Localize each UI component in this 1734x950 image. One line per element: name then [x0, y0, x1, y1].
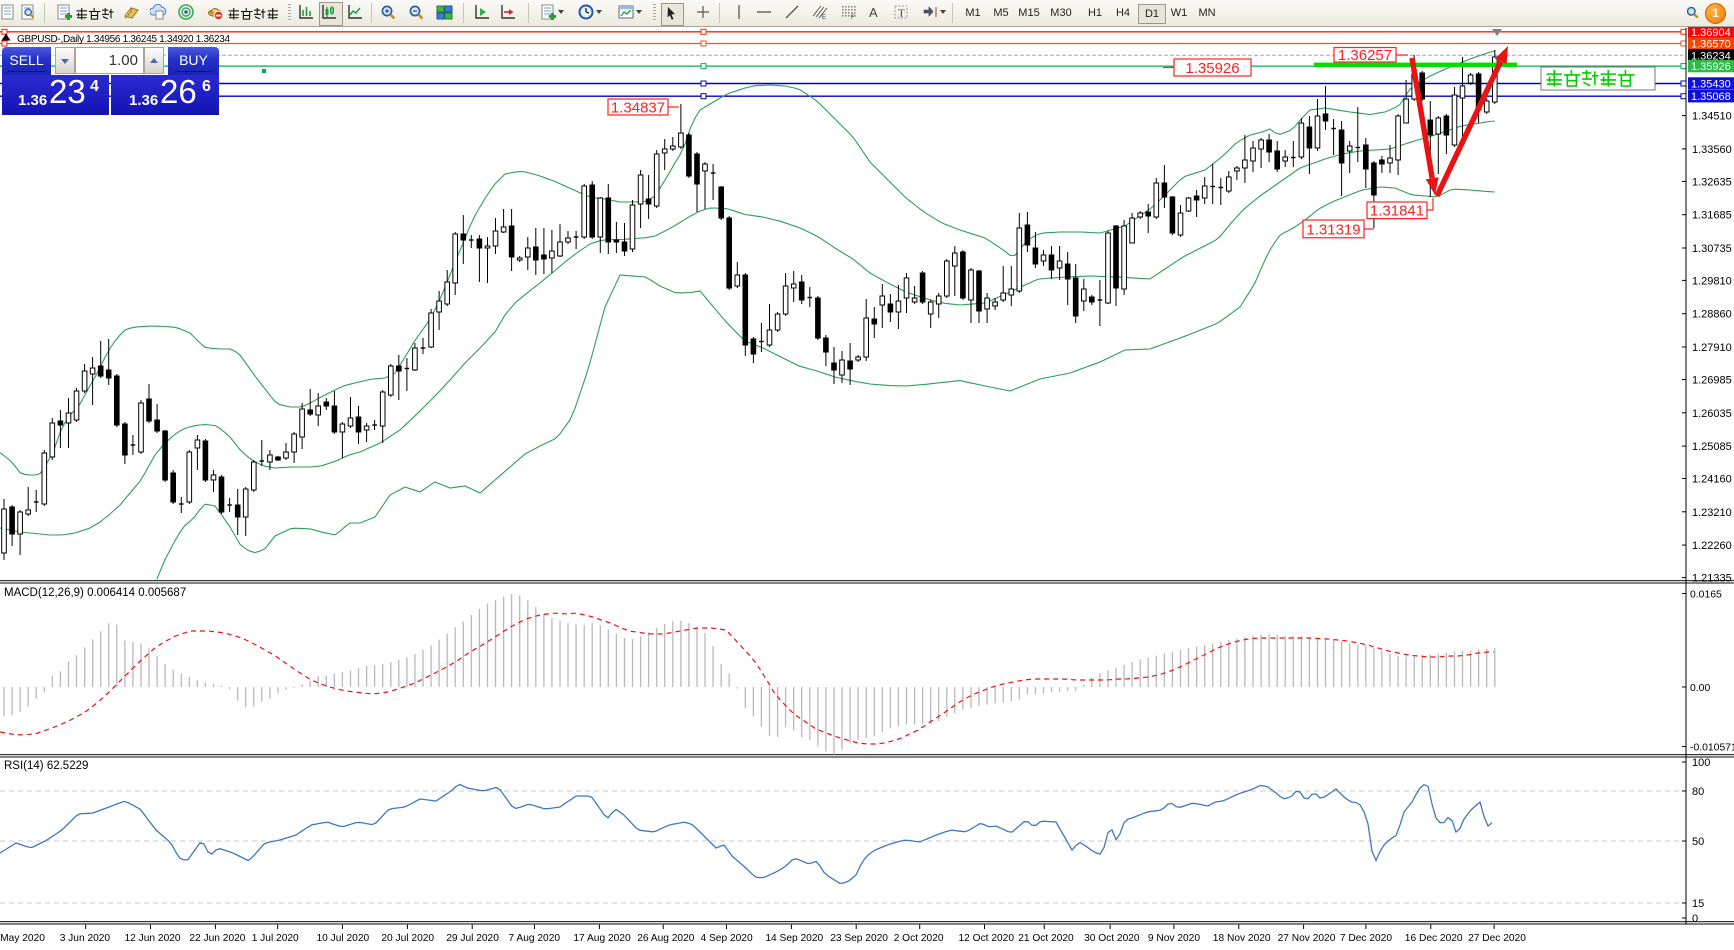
svg-text:20 Jul 2020: 20 Jul 2020 — [381, 933, 434, 944]
svg-text:3 Jun 2020: 3 Jun 2020 — [60, 933, 111, 944]
svg-text:12 Oct 2020: 12 Oct 2020 — [959, 933, 1015, 944]
svg-text:0.0165: 0.0165 — [1690, 590, 1722, 601]
svg-text:7 Dec 2020: 7 Dec 2020 — [1340, 933, 1392, 944]
svg-text:1.23210: 1.23210 — [1692, 507, 1732, 519]
svg-text:18 Nov 2020: 18 Nov 2020 — [1213, 933, 1271, 944]
svg-text:0.00: 0.00 — [1690, 683, 1710, 694]
svg-text:100: 100 — [1692, 757, 1710, 769]
svg-text:0: 0 — [1692, 913, 1698, 925]
svg-text:1.26035: 1.26035 — [1692, 408, 1732, 420]
svg-text:23 Sep 2020: 23 Sep 2020 — [830, 933, 888, 944]
svg-text:1.28860: 1.28860 — [1692, 309, 1732, 321]
svg-text:T: T — [898, 8, 905, 20]
svg-text:1.35430: 1.35430 — [1691, 79, 1731, 91]
svg-text:9 Nov 2020: 9 Nov 2020 — [1148, 933, 1200, 944]
svg-text:-0.010571: -0.010571 — [1690, 743, 1734, 754]
svg-text:12 Jun 2020: 12 Jun 2020 — [125, 933, 181, 944]
svg-text:1.22260: 1.22260 — [1692, 540, 1732, 552]
svg-text:1.29810: 1.29810 — [1692, 275, 1732, 287]
svg-text:GBPUSD-,Daily 1.34956 1.36245: GBPUSD-,Daily 1.34956 1.36245 1.34920 1.… — [17, 34, 231, 45]
svg-text:21 Oct 2020: 21 Oct 2020 — [1018, 933, 1074, 944]
svg-text:1.36570: 1.36570 — [1691, 39, 1731, 51]
svg-text:10 Jul 2020: 10 Jul 2020 — [317, 933, 370, 944]
svg-text:30 Oct 2020: 30 Oct 2020 — [1084, 933, 1140, 944]
svg-text:1.36904: 1.36904 — [1691, 27, 1731, 39]
svg-text:1.36234: 1.36234 — [1691, 50, 1731, 62]
svg-text:26 Aug 2020: 26 Aug 2020 — [637, 933, 695, 944]
svg-text:15: 15 — [1692, 898, 1704, 910]
svg-text:17 Aug 2020: 17 Aug 2020 — [573, 933, 631, 944]
svg-text:16 Dec 2020: 16 Dec 2020 — [1405, 933, 1463, 944]
svg-text:1.34510: 1.34510 — [1692, 111, 1732, 123]
svg-text:50: 50 — [1692, 836, 1704, 848]
svg-text:1.35068: 1.35068 — [1691, 91, 1731, 103]
svg-text:1.26985: 1.26985 — [1692, 375, 1732, 387]
svg-text:29 Jul 2020: 29 Jul 2020 — [446, 933, 499, 944]
svg-text:1.31319: 1.31319 — [1306, 221, 1360, 238]
svg-text:A: A — [869, 5, 878, 20]
svg-text:22 Jun 2020: 22 Jun 2020 — [189, 933, 245, 944]
svg-text:1.35926: 1.35926 — [1691, 61, 1731, 73]
svg-text:25 May 2020: 25 May 2020 — [0, 933, 45, 944]
svg-text:80: 80 — [1692, 786, 1704, 798]
svg-text:1.30735: 1.30735 — [1692, 243, 1732, 255]
svg-text:7 Aug 2020: 7 Aug 2020 — [509, 933, 561, 944]
svg-text:4 Sep 2020: 4 Sep 2020 — [701, 933, 753, 944]
svg-text:1.24160: 1.24160 — [1692, 474, 1732, 486]
svg-text:1 Jul 2020: 1 Jul 2020 — [252, 933, 299, 944]
svg-text:1.25085: 1.25085 — [1692, 441, 1732, 453]
svg-text:RSI(14) 62.5229: RSI(14) 62.5229 — [4, 760, 88, 772]
svg-text:2 Oct 2020: 2 Oct 2020 — [894, 933, 944, 944]
svg-text:F: F — [851, 15, 855, 21]
svg-text:1.34837: 1.34837 — [611, 99, 665, 116]
svg-text:1.21335: 1.21335 — [1692, 573, 1732, 585]
svg-text:27 Nov 2020: 27 Nov 2020 — [1278, 933, 1336, 944]
svg-text:1.32635: 1.32635 — [1692, 176, 1732, 188]
svg-text:1.31685: 1.31685 — [1692, 210, 1732, 222]
svg-text:E: E — [822, 15, 826, 21]
svg-text:MACD(12,26,9) 0.006414 0.00568: MACD(12,26,9) 0.006414 0.005687 — [4, 587, 186, 599]
svg-text:1.27910: 1.27910 — [1692, 342, 1732, 354]
svg-text:27 Dec 2020: 27 Dec 2020 — [1468, 933, 1526, 944]
svg-text:1.31841: 1.31841 — [1370, 203, 1424, 220]
svg-text:14 Sep 2020: 14 Sep 2020 — [765, 933, 823, 944]
svg-text:1.33560: 1.33560 — [1692, 144, 1732, 156]
svg-text:1.36257: 1.36257 — [1338, 47, 1392, 64]
svg-text:1.35926: 1.35926 — [1185, 60, 1239, 77]
